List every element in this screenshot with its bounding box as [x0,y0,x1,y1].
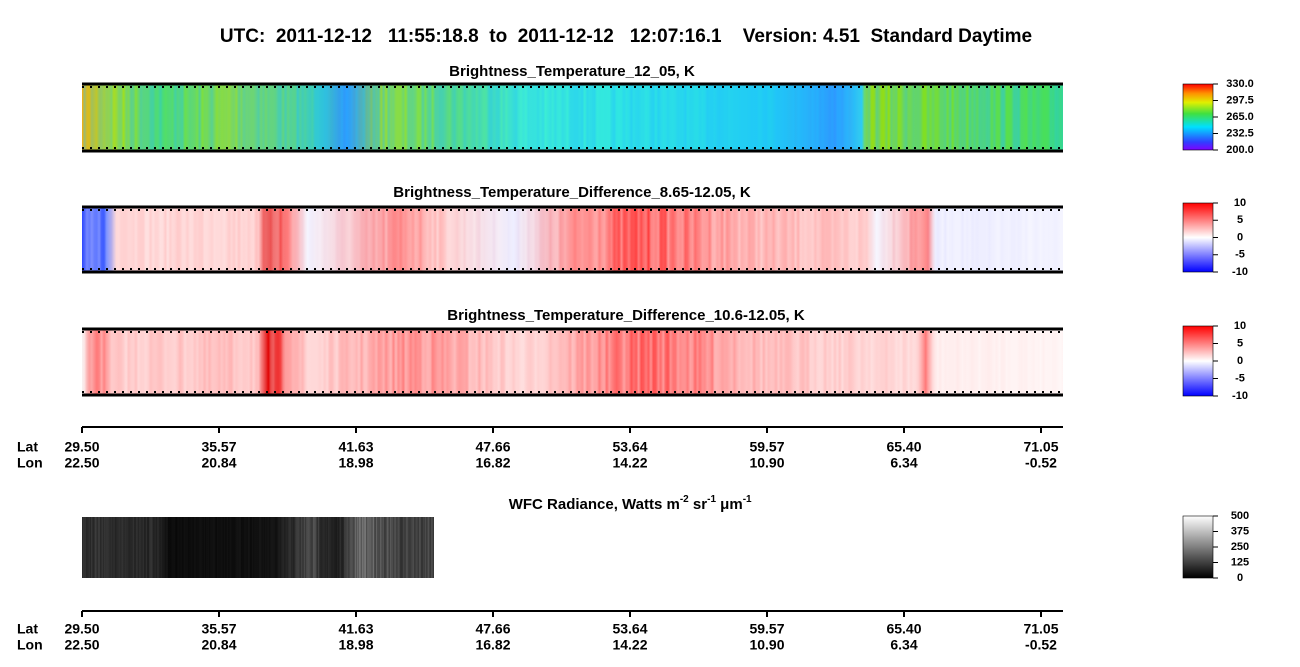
swath-image [82,207,1063,272]
lat-value: 29.50 [64,621,99,637]
lon-value: 10.90 [749,455,784,471]
title-sup: -2 [680,494,689,505]
title-part: sr [689,496,708,513]
lon-value: 6.34 [890,455,917,471]
lon-value: 18.98 [338,637,373,653]
lat-value: 65.40 [886,621,921,637]
title-sup: -1 [707,494,716,505]
colorbar-label: 250 [1231,541,1249,553]
lon-value: 10.90 [749,637,784,653]
colorbar-label: 10 [1234,197,1246,209]
colorbar-label: 5 [1237,337,1243,349]
lon-value: -0.52 [1025,455,1057,471]
panel-title: Brightness_Temperature_Difference_10.6-1… [447,307,805,324]
panel-title: Brightness_Temperature_Difference_8.65-1… [393,184,751,201]
lat-value: 35.57 [201,621,236,637]
colorbar [1182,83,1214,151]
colorbar-label: 10 [1234,320,1246,332]
colorbar-label: 297.5 [1226,94,1254,106]
colorbar-label: 375 [1231,525,1249,537]
lat-value: 71.05 [1023,439,1058,455]
panel-title: Brightness_Temperature_12_05, K [449,63,695,80]
lon-value: 14.22 [612,637,647,653]
lon-value: -0.52 [1025,637,1057,653]
colorbar-label: -10 [1232,266,1248,278]
colorbar-label: 0 [1237,572,1243,584]
colorbar-label: -5 [1235,249,1245,261]
lat-value: 41.63 [338,439,373,455]
colorbar-label: 500 [1231,510,1249,522]
lat-label: Lat [17,439,38,455]
swath-image [82,329,1063,395]
lon-value: 22.50 [64,455,99,471]
colorbar-label: -10 [1232,390,1248,402]
lat-value: 47.66 [475,621,510,637]
colorbar-label: 265.0 [1226,111,1254,123]
lat-value: 59.57 [749,439,784,455]
lat-value: 35.57 [201,439,236,455]
lon-value: 20.84 [201,637,236,653]
lon-value: 16.82 [475,637,510,653]
title-part: μm [716,496,743,513]
colorbar-label: 200.0 [1226,144,1254,156]
colorbar-label: 125 [1231,556,1249,568]
colorbar-label: 0 [1237,355,1243,367]
colorbar-label: 0 [1237,231,1243,243]
lat-value: 53.64 [612,621,647,637]
lon-value: 16.82 [475,455,510,471]
colorbar-label: -5 [1235,372,1245,384]
lat-value: 65.40 [886,439,921,455]
lat-value: 29.50 [64,439,99,455]
lat-value: 71.05 [1023,621,1058,637]
colorbar-label: 232.5 [1226,127,1254,139]
lat-value: 47.66 [475,439,510,455]
lat-value: 53.64 [612,439,647,455]
colorbar [1182,202,1214,273]
lat-label: Lat [17,621,38,637]
page-title: UTC: 2011-12-12 11:55:18.8 to 2011-12-12… [220,26,1032,47]
lon-value: 18.98 [338,455,373,471]
lat-value: 59.57 [749,621,784,637]
lon-value: 22.50 [64,637,99,653]
lon-value: 6.34 [890,637,917,653]
title-part: WFC Radiance, Watts m [509,496,680,513]
lon-value: 20.84 [201,455,236,471]
colorbar-label: 5 [1237,214,1243,226]
title-sup: -1 [743,494,752,505]
lon-value: 14.22 [612,455,647,471]
swath-image [82,84,1063,151]
wfc-title: WFC Radiance, Watts m-2 sr-1 μm-1 [488,490,764,513]
lon-label: Lon [17,455,43,471]
lon-label: Lon [17,637,43,653]
lat-value: 41.63 [338,621,373,637]
colorbar-label: 330.0 [1226,78,1254,90]
wfc-image [82,517,434,578]
colorbar [1182,515,1214,579]
colorbar [1182,325,1214,397]
